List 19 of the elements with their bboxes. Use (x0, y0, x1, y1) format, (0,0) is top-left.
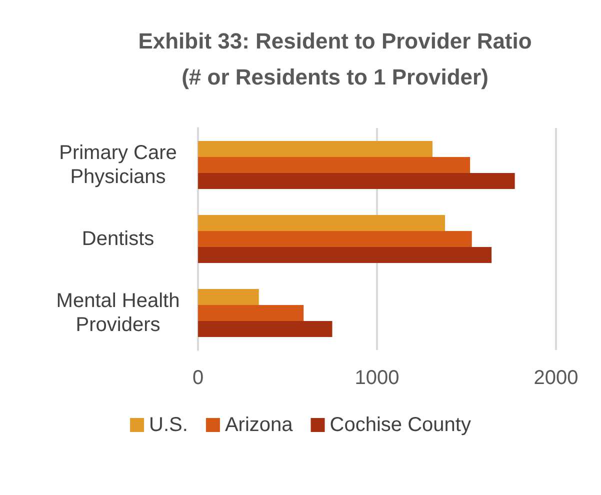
x-tick-label: 1000 (354, 367, 400, 389)
bar (198, 321, 332, 338)
bar (198, 214, 446, 231)
bar (198, 304, 304, 322)
bar (198, 247, 492, 264)
bar (198, 140, 432, 157)
x-tick-label: 2000 (534, 367, 578, 389)
chart-title: Exhibit 33: Resident to Provider Ratio (# or Residents to 1 Provider) (138, 28, 532, 90)
x-tick-label: 0 (192, 367, 204, 389)
y-tick-label: Dentists (82, 228, 154, 250)
bar (198, 288, 259, 305)
bar (198, 156, 470, 174)
bar (198, 230, 472, 248)
bar (198, 173, 515, 190)
legend-label: Arizona (224, 414, 294, 436)
legend-label: U.S. (149, 414, 188, 436)
legend-label: Cochise County (330, 414, 471, 436)
y-tick-label: Primary Care Physicians (59, 142, 177, 188)
y-tick-label: Mental Health Providers (56, 290, 180, 336)
